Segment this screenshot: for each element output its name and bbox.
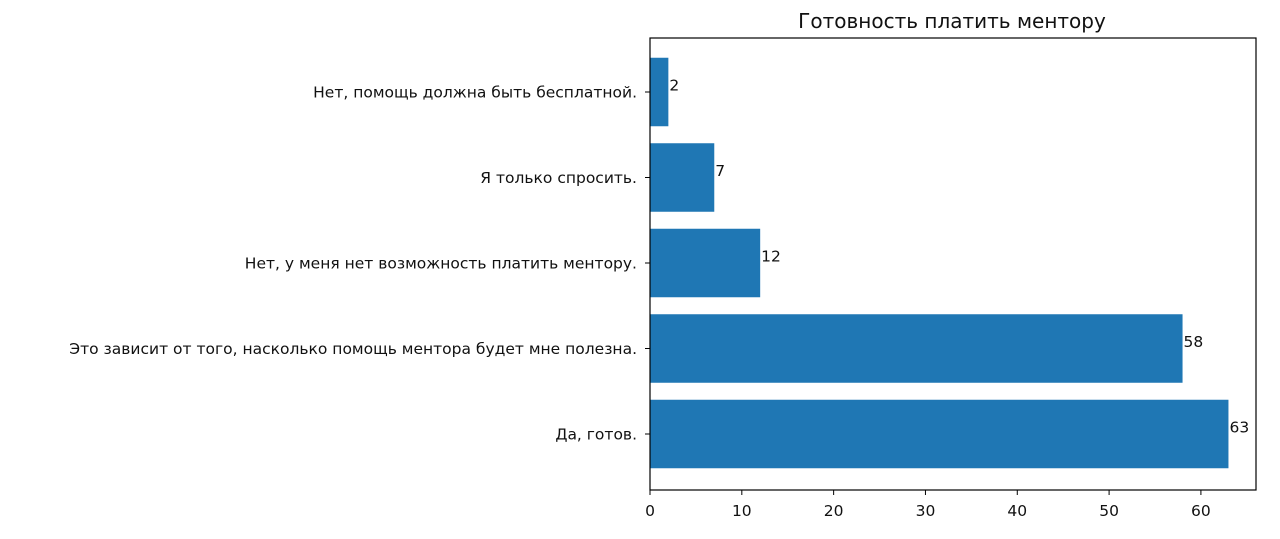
category-labels: Да, готов. Это зависит от того, насколько… <box>69 84 650 444</box>
category-label: Нет, помощь должна быть бесплатной. <box>313 84 637 102</box>
x-tick-label: 0 <box>645 502 655 520</box>
chart-title: Готовность платить ментору <box>798 9 1106 33</box>
category-label: Я только спросить. <box>480 169 637 187</box>
plot-frame <box>649 37 1257 491</box>
x-axis: 0 10 20 30 40 50 60 <box>645 490 1211 520</box>
category-label: Нет, у меня нет возможность платить мент… <box>245 255 637 273</box>
bar <box>650 57 669 127</box>
data-label: 2 <box>669 77 679 95</box>
category-label: Да, готов. <box>555 426 637 444</box>
x-tick-label: 10 <box>732 502 752 520</box>
x-tick-label: 20 <box>824 502 844 520</box>
data-label: 63 <box>1229 419 1249 437</box>
data-label: 58 <box>1184 333 1204 351</box>
category-label: Это зависит от того, насколько помощь ме… <box>69 340 637 358</box>
bar <box>650 399 1229 469</box>
x-tick-label: 30 <box>916 502 936 520</box>
bar <box>650 228 761 298</box>
x-tick-label: 40 <box>1007 502 1027 520</box>
bar <box>650 314 1183 383</box>
data-label: 7 <box>715 162 725 180</box>
x-tick-label: 60 <box>1191 502 1211 520</box>
data-label: 12 <box>761 248 781 266</box>
bars-layer: 63 58 12 7 2 <box>650 57 1249 469</box>
x-tick-label: 50 <box>1099 502 1119 520</box>
bar <box>650 143 715 212</box>
